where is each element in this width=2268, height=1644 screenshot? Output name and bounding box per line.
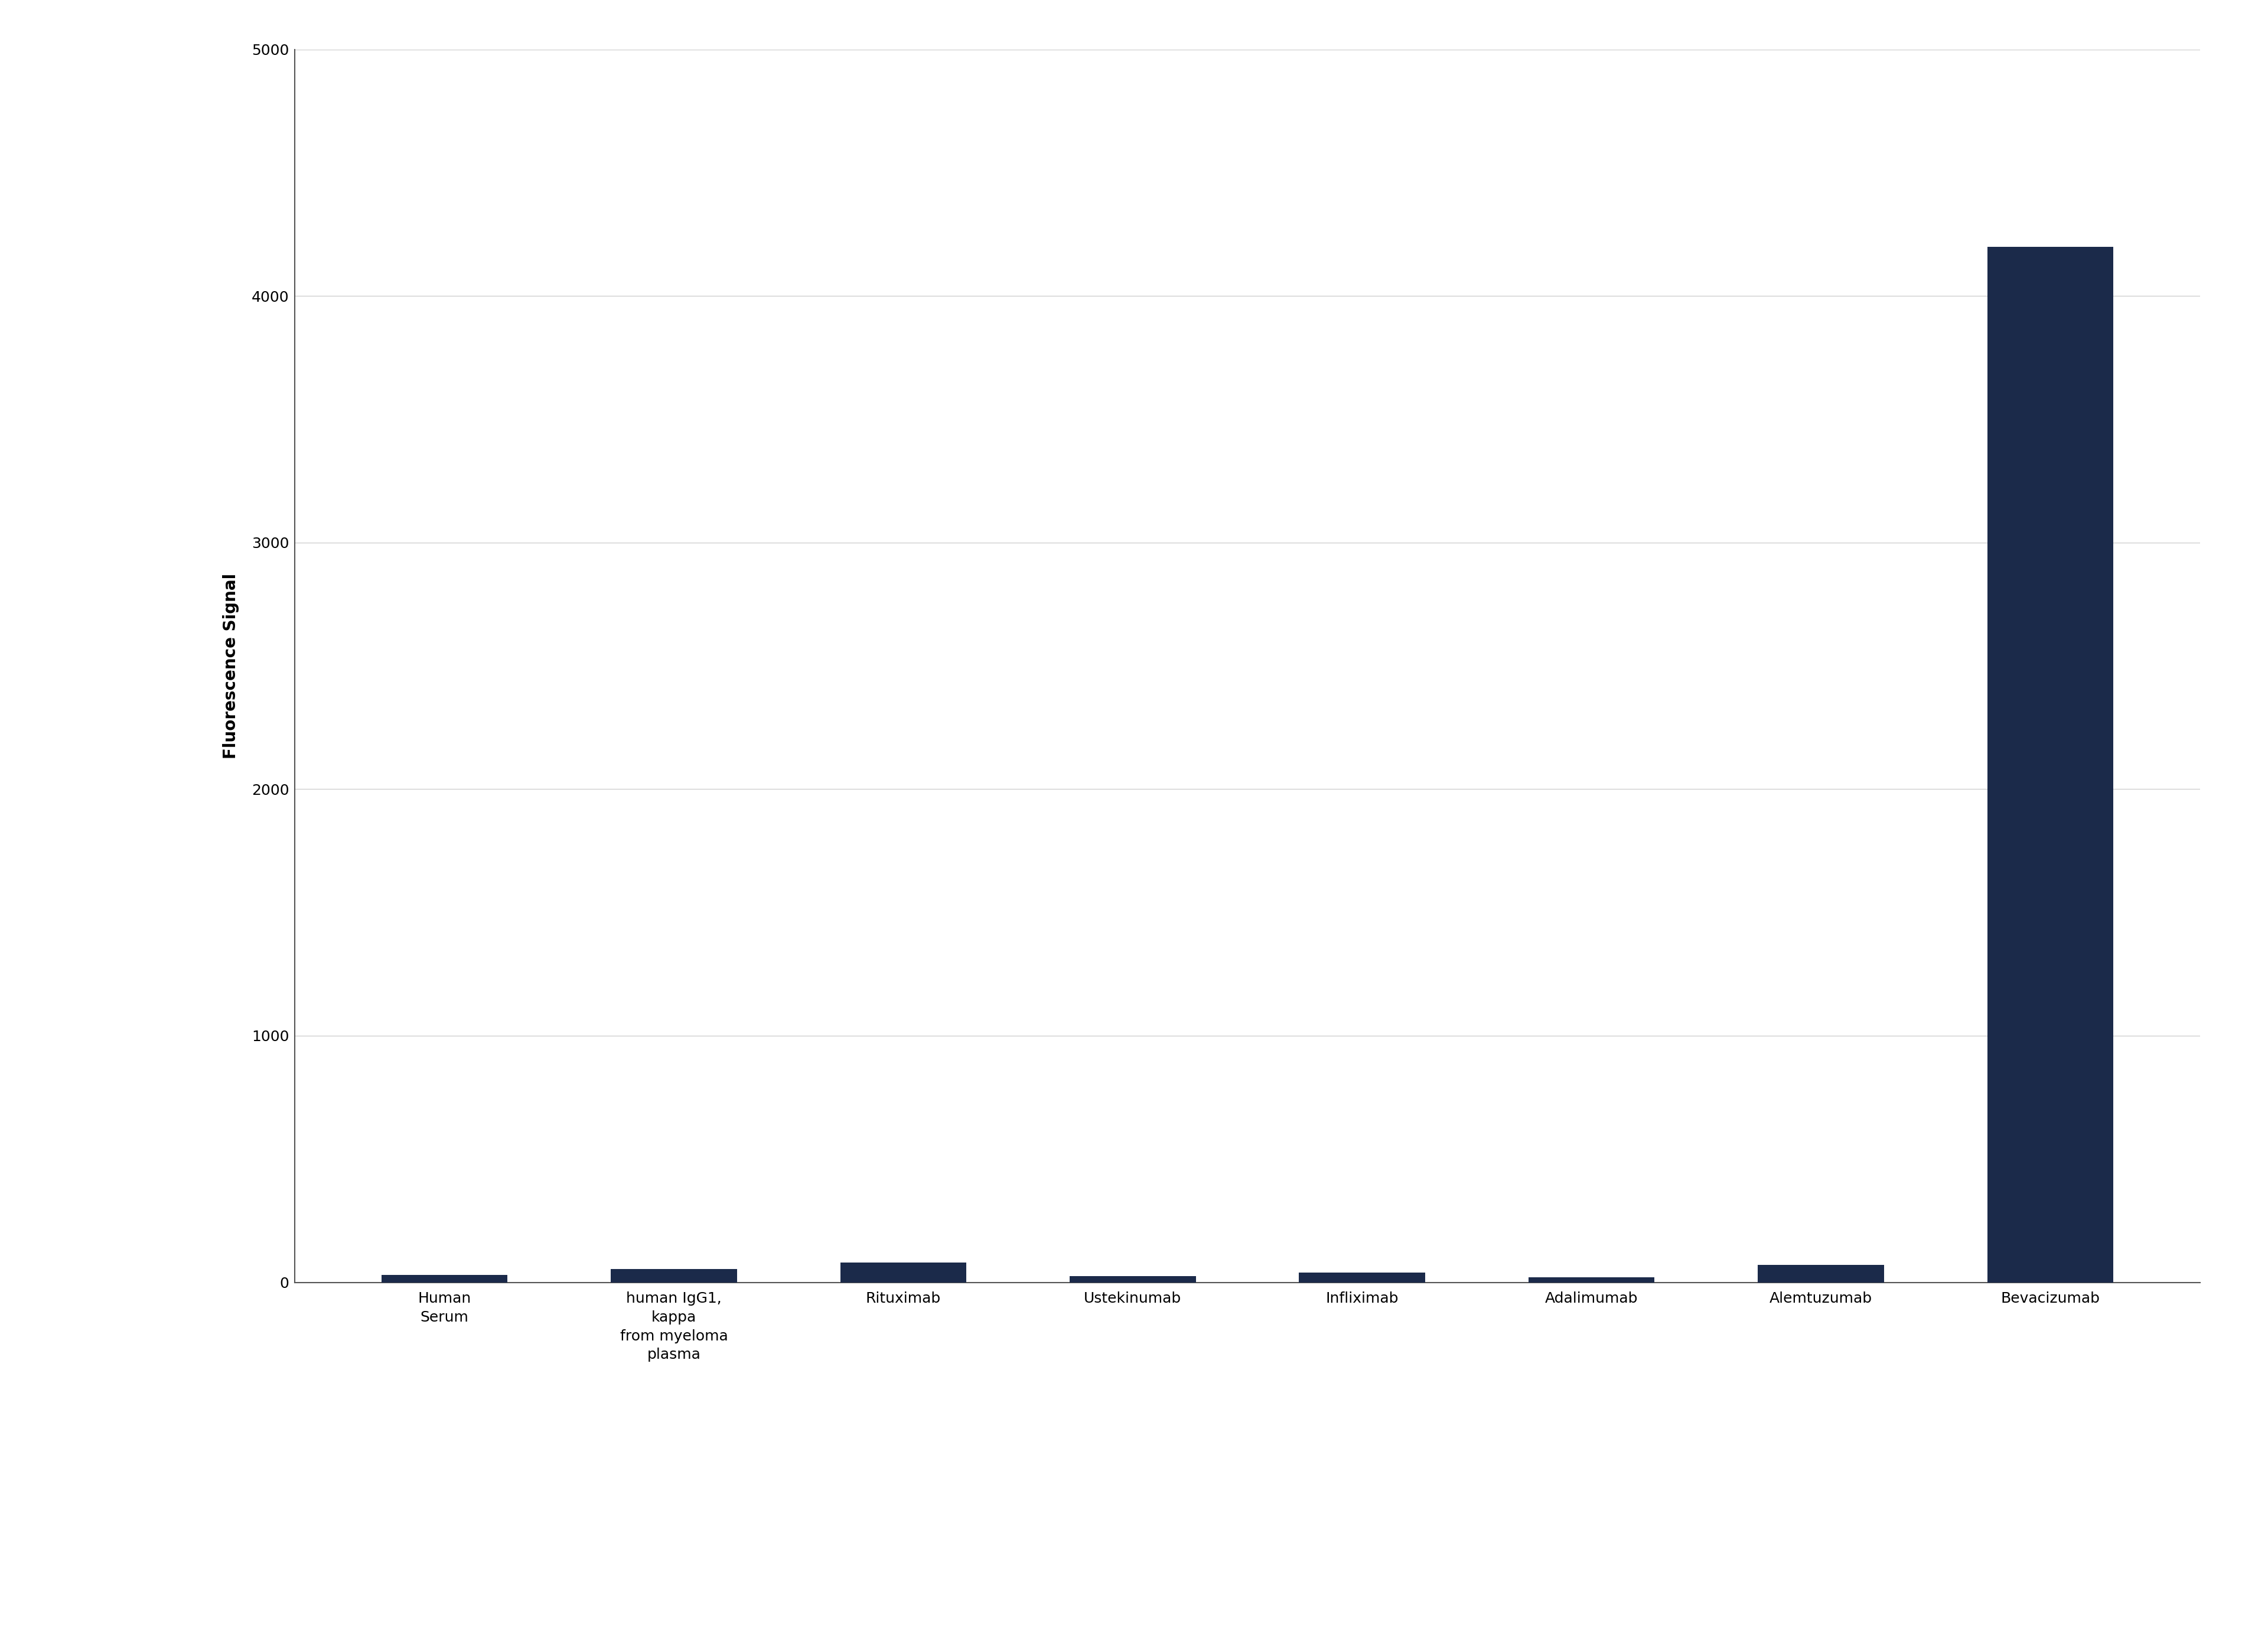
Bar — [1300, 1272, 1424, 1282]
Bar — [1529, 1277, 1656, 1282]
Bar — [381, 1276, 508, 1282]
Bar — [1987, 247, 2114, 1282]
Bar — [1758, 1266, 1885, 1282]
Bar — [1070, 1276, 1195, 1282]
Bar — [610, 1269, 737, 1282]
Bar — [839, 1263, 966, 1282]
Y-axis label: Fluorescence Signal: Fluorescence Signal — [222, 574, 238, 758]
